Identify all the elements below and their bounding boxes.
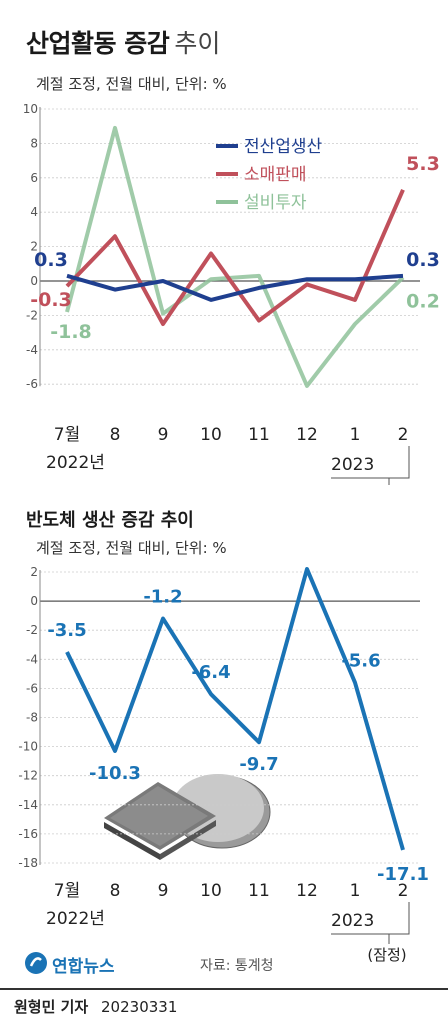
- x-tick-label: 1: [350, 881, 361, 901]
- data-label: 0.3: [34, 249, 68, 271]
- legend-label-retail: 소매판매: [244, 165, 307, 185]
- y-tick-label: 4: [30, 205, 38, 219]
- y-tick-label: -12: [18, 769, 38, 783]
- x-tick-label: 11: [248, 881, 270, 901]
- y-tick-label: -6: [26, 681, 38, 695]
- chart1-legend: 전산업생산 소매판매 설비투자: [212, 132, 382, 222]
- y-tick-label: 6: [30, 171, 38, 185]
- y-tick-label: 2: [30, 240, 38, 254]
- x-tick-label: 11: [248, 425, 270, 445]
- series-line-2: [65, 125, 405, 388]
- chart1-industrial-activity: 1086420-2-4-67월89101112122022년2023(잠정)0.…: [23, 102, 440, 485]
- x-tick-label: 12: [296, 425, 318, 445]
- series-line-semiconductor: [65, 567, 405, 851]
- data-label: -3.5: [47, 620, 86, 641]
- y-tick-label: 0: [30, 594, 38, 608]
- y-tick-label: -4: [26, 652, 38, 666]
- y-tick-label: -6: [26, 377, 38, 391]
- data-label: -17.1: [377, 864, 429, 885]
- legend-swatch-retail: [216, 172, 238, 176]
- provisional-label: (잠정): [367, 946, 406, 964]
- x-tick-label: 7월: [54, 881, 80, 901]
- legend-label-investment: 설비투자: [244, 193, 307, 213]
- legend-swatch-production: [216, 144, 238, 148]
- year-label-2022: 2022년: [46, 453, 105, 473]
- data-label: 5.3: [406, 153, 440, 175]
- x-tick-label: 10: [200, 425, 222, 445]
- data-label: 0.2: [406, 291, 440, 313]
- legend-label-production: 전산업생산: [244, 137, 323, 157]
- y-tick-label: -2: [26, 308, 38, 322]
- title-bold: 산업활동 증감: [26, 29, 170, 58]
- page-title: 산업활동 증감 추이: [26, 24, 220, 60]
- data-label: -1.2: [143, 587, 182, 608]
- year-label-2023: 2023: [331, 455, 374, 475]
- chip-wafer-illustration: [104, 774, 271, 860]
- x-tick-label: 9: [158, 881, 169, 901]
- y-tick-label: -2: [26, 623, 38, 637]
- logo-text: 연합뉴스: [52, 957, 115, 977]
- y-tick-label: -8: [26, 711, 38, 725]
- data-label: 0.3: [406, 249, 440, 271]
- x-tick-label: 8: [110, 881, 121, 901]
- data-label: -5.6: [341, 651, 380, 672]
- x-tick-label: 2: [398, 425, 409, 445]
- x-tick-label: 7월: [54, 425, 80, 445]
- data-label: -1.8: [50, 321, 92, 343]
- series-line-0: [66, 273, 404, 302]
- x-tick-label: 10: [200, 881, 222, 901]
- legend-swatch-investment: [216, 200, 238, 204]
- year-label-2022: 2022년: [46, 909, 105, 929]
- chart2-title: 반도체 생산 증감 추이: [26, 510, 194, 531]
- yonhap-logo: 연합뉴스: [24, 950, 134, 977]
- y-tick-label: -18: [18, 856, 38, 870]
- chart1-subtitle: 계절 조정, 전월 대비, 단위: %: [36, 75, 227, 93]
- year-bracket: [331, 902, 410, 935]
- x-tick-label: 2: [398, 881, 409, 901]
- y-tick-label: -16: [18, 827, 38, 841]
- year-label-2023: 2023: [331, 911, 374, 931]
- x-tick-label: 8: [110, 425, 121, 445]
- data-label: -6.4: [191, 662, 230, 683]
- title-light: 추이: [174, 29, 221, 58]
- y-tick-label: -4: [26, 343, 38, 357]
- x-tick-label: 9: [158, 425, 169, 445]
- source-text: 자료: 통계청: [200, 958, 274, 974]
- chart2-subtitle: 계절 조정, 전월 대비, 단위: %: [36, 539, 227, 557]
- data-label: -10.3: [89, 763, 141, 784]
- x-tick-label: 1: [350, 425, 361, 445]
- year-bracket: [331, 446, 410, 479]
- y-tick-label: 8: [30, 136, 38, 150]
- data-label: -9.7: [239, 754, 278, 775]
- y-tick-label: -14: [18, 798, 38, 812]
- y-tick-label: 0: [30, 274, 38, 288]
- data-label: -0.3: [30, 289, 72, 311]
- y-tick-label: 2: [30, 565, 38, 579]
- byline: 원형민 기자 20230331: [14, 996, 177, 1017]
- byline-reporter: 원형민 기자: [14, 998, 89, 1016]
- byline-date: 20230331: [101, 998, 178, 1016]
- x-tick-label: 12: [296, 881, 318, 901]
- series-line-1: [65, 189, 405, 326]
- yonhap-logo-icon: [25, 952, 47, 974]
- y-tick-label: -10: [18, 740, 38, 754]
- y-tick-label: 10: [23, 102, 38, 116]
- footer-divider: [0, 988, 448, 990]
